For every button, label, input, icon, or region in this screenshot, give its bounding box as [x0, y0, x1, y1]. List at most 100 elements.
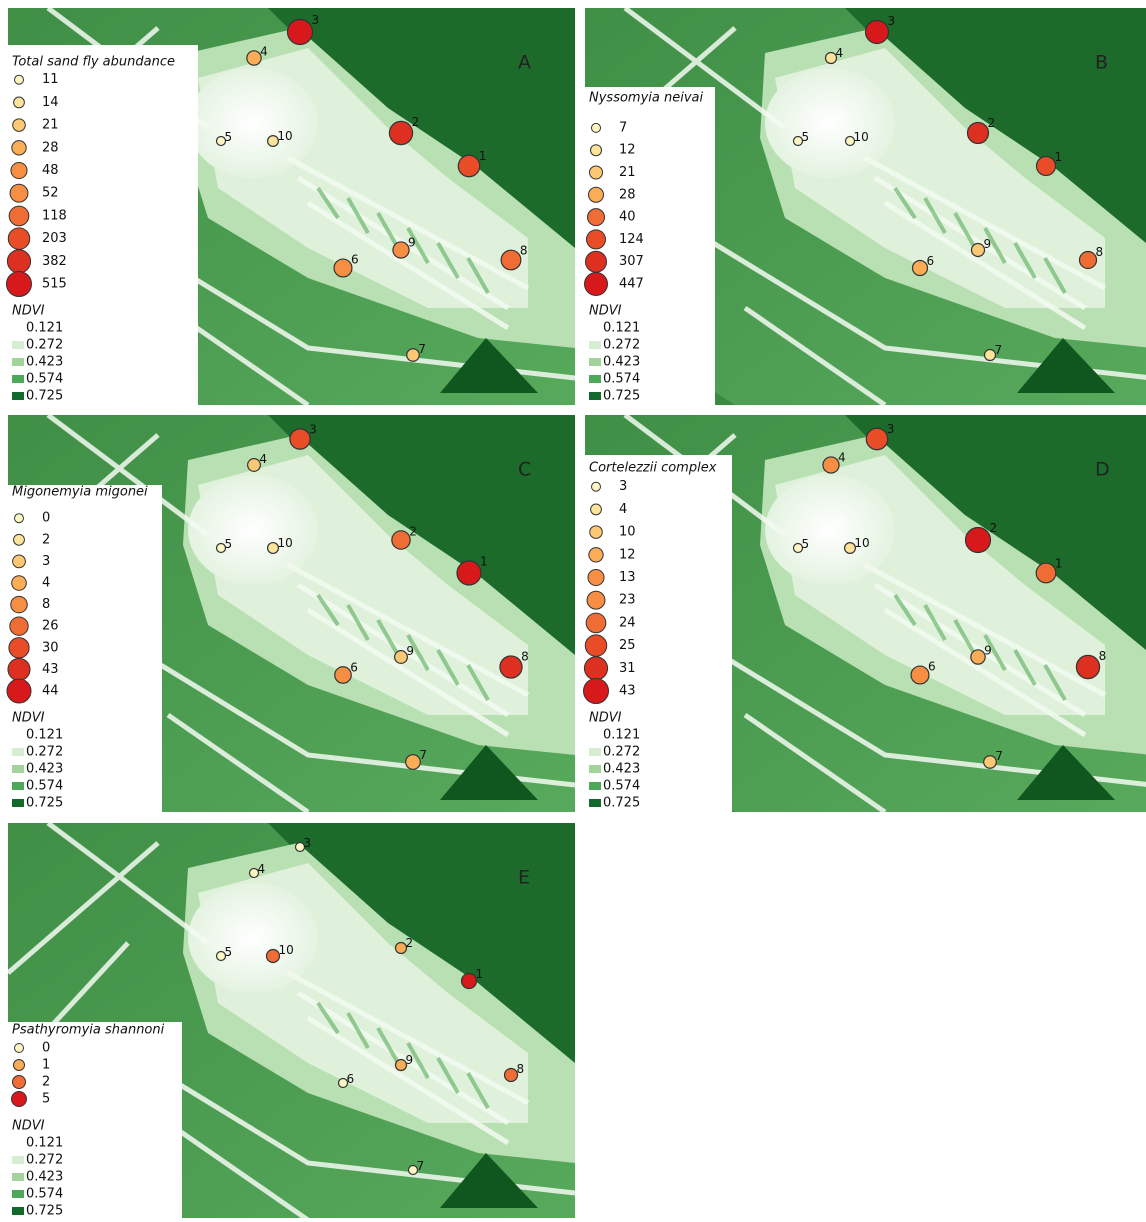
legend-value: 40	[619, 210, 636, 225]
ndvi-value: 0.272	[603, 338, 640, 353]
site-marker	[913, 261, 928, 276]
ndvi-swatch	[589, 324, 601, 332]
panel-letter: B	[1095, 52, 1108, 74]
legend-value: 24	[619, 615, 636, 630]
ndvi-swatch	[12, 799, 24, 807]
ndvi-value: 0.121	[603, 321, 640, 336]
ndvi-swatch	[12, 765, 24, 773]
site-label: 3	[887, 422, 895, 436]
legend-symbol	[587, 591, 605, 609]
legend-symbol	[12, 1092, 27, 1107]
legend-symbol	[7, 679, 31, 703]
site-marker	[966, 528, 991, 553]
legend-symbol	[14, 97, 25, 108]
legend-value: 7	[619, 120, 627, 135]
site-label: 10	[277, 129, 292, 143]
site-label: 1	[476, 967, 484, 981]
ndvi-swatch	[12, 324, 24, 332]
ndvi-swatch	[589, 358, 601, 366]
site-label: 5	[225, 130, 233, 144]
site-marker	[458, 155, 479, 176]
legend-value: 21	[42, 118, 59, 133]
site-label: 9	[984, 643, 992, 657]
site-label: 4	[836, 46, 844, 60]
site-label: 7	[995, 343, 1003, 357]
legend-title: Cortelezzii complex	[589, 461, 717, 476]
site-marker	[1080, 252, 1097, 269]
site-label: 3	[309, 422, 317, 436]
site-marker	[457, 561, 481, 585]
ndvi-value: 0.574	[26, 779, 63, 794]
site-label: 5	[802, 130, 810, 144]
legend-symbol	[15, 514, 24, 523]
site-label: 6	[928, 660, 936, 674]
legend-symbol	[587, 230, 606, 249]
ndvi-swatch	[12, 782, 24, 790]
legend-symbol	[8, 658, 30, 680]
site-label: 2	[988, 116, 996, 130]
legend-value: 3	[42, 554, 50, 569]
site-label: 8	[521, 649, 529, 663]
legend-value: 12	[619, 547, 636, 562]
legend-symbol	[588, 209, 605, 226]
site-label: 7	[419, 748, 427, 762]
ndvi-swatch	[589, 392, 601, 400]
site-label: 4	[259, 452, 267, 466]
ndvi-swatch	[12, 1207, 24, 1215]
legend-value: 0	[42, 1041, 50, 1056]
legend-symbol	[588, 569, 604, 585]
legend-symbol	[591, 504, 602, 515]
legend-value: 307	[619, 254, 644, 269]
legend-symbol	[590, 526, 603, 539]
ndvi-swatch	[12, 1139, 24, 1147]
legend-value: 11	[42, 72, 59, 87]
legend-value: 43	[619, 684, 636, 699]
site-label: 4	[260, 44, 268, 58]
ndvi-title: NDVI	[589, 304, 622, 319]
legend-value: 124	[619, 232, 644, 247]
site-marker	[1037, 157, 1056, 176]
site-label: 10	[279, 943, 294, 957]
ndvi-swatch	[12, 1190, 24, 1198]
site-marker	[1076, 655, 1099, 678]
ndvi-value: 0.272	[603, 745, 640, 760]
site-label: 2	[990, 521, 998, 535]
legend-value: 23	[619, 593, 636, 608]
ndvi-value: 0.272	[26, 1153, 63, 1168]
site-label: 4	[838, 450, 846, 464]
legend-symbol	[12, 576, 27, 591]
ndvi-swatch	[589, 748, 601, 756]
legend-value: 13	[619, 570, 636, 585]
ndvi-value: 0.423	[26, 355, 63, 370]
site-label: 1	[1055, 557, 1063, 571]
legend-symbol	[14, 534, 25, 545]
legend-title: Migonemyia migonei	[12, 485, 148, 500]
ndvi-value: 0.725	[603, 796, 640, 811]
legend-symbol	[8, 228, 29, 249]
legend-value: 26	[42, 619, 59, 634]
legend-title: Total sand fly abundance	[12, 55, 175, 70]
legend-value: 10	[619, 525, 636, 540]
legend-value: 44	[42, 684, 59, 699]
site-label: 7	[995, 749, 1003, 763]
site-label: 6	[350, 660, 358, 674]
site-label: 5	[225, 537, 233, 551]
ndvi-swatch	[12, 341, 24, 349]
legend-symbol	[7, 272, 32, 297]
legend-symbol	[584, 679, 609, 704]
ndvi-swatch	[589, 765, 601, 773]
legend-symbol	[13, 119, 26, 132]
ndvi-swatch	[12, 1173, 24, 1181]
legend-value: 12	[619, 143, 636, 158]
legend-value: 4	[619, 502, 627, 517]
legend-symbol	[9, 638, 29, 658]
site-marker	[393, 242, 409, 258]
ndvi-swatch	[12, 392, 24, 400]
ndvi-value: 0.121	[26, 1136, 63, 1151]
ndvi-swatch	[12, 358, 24, 366]
legend-value: 2	[42, 1075, 50, 1090]
ndvi-value: 0.725	[26, 796, 63, 811]
